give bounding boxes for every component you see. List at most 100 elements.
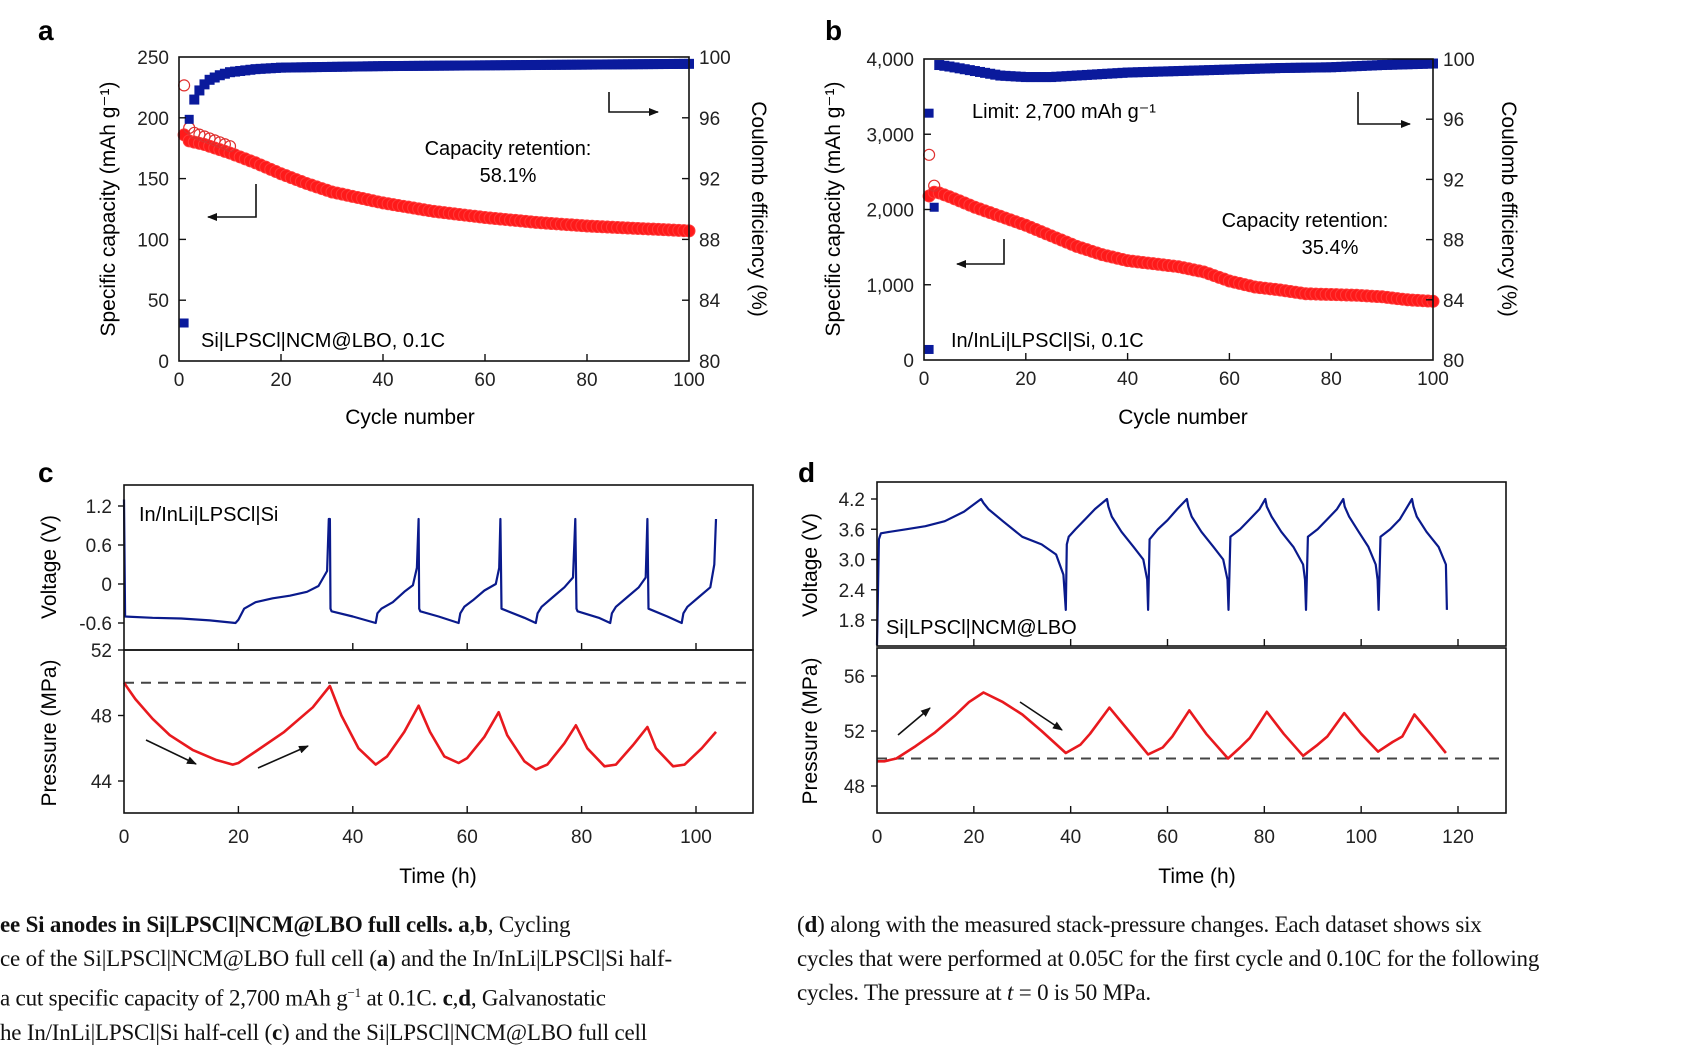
panel-b-ce-point	[1005, 71, 1016, 82]
panel-a-ce-point	[235, 65, 246, 76]
panel-a-ce-point	[286, 62, 297, 73]
panel-b-ce-point	[1249, 63, 1260, 74]
panel-b-ce-point	[1107, 68, 1118, 79]
panel-a-ce-point	[245, 64, 256, 75]
panel-b-ce-point	[954, 63, 965, 74]
panel-b-ce-point	[1137, 67, 1148, 78]
panel-b-y2-tick-label: 80	[1443, 351, 1464, 372]
panel-b-ce-point	[1076, 70, 1087, 81]
panel-d-x-tick-label: 20	[963, 827, 984, 848]
panel-b-cell-label: In/InLi|LPSCl|Si, 0.1C	[951, 330, 1144, 352]
panel-b-ce-point	[1071, 70, 1082, 81]
panel-a-ce-point	[434, 60, 445, 71]
panel-a-discharge-point	[223, 140, 237, 153]
panel-b-y2-tick-label: 96	[1443, 110, 1464, 131]
panel-a-y2-tick-label: 92	[699, 170, 720, 191]
panel-b-ce-point	[1407, 59, 1418, 70]
panel-b-ce-point	[1036, 72, 1047, 83]
panel-d-voltage-tick-label: 1.8	[839, 611, 865, 632]
panel-b-ce-point	[1356, 60, 1367, 71]
panel-b-ce-point	[1188, 65, 1199, 76]
panel-b-ce-point	[949, 62, 960, 73]
panel-b-ce-point	[1260, 63, 1271, 74]
panel-d-pressure-tick-label: 56	[844, 667, 865, 688]
caption-text: , Cycling	[487, 912, 571, 937]
panel-a-x-tick-label: 0	[174, 370, 185, 391]
panel-b-ce-point	[1310, 62, 1321, 73]
panel-c-x-axis-label: Time (h)	[399, 865, 476, 888]
panel-a-ce-point	[653, 59, 664, 70]
panel-d-x-axis-label: Time (h)	[1158, 865, 1235, 888]
panel-a-ce-point	[602, 59, 613, 70]
panel-a-ce-point	[587, 59, 598, 70]
panel-b-right-axis-arrow-icon	[1357, 92, 1411, 128]
panel-a-ce-point	[485, 60, 496, 71]
panel-b-ce-point	[1402, 59, 1413, 70]
panel-a-ce-point	[464, 60, 475, 71]
panel-b-ce-point	[1275, 63, 1286, 74]
panel-b-ce-point	[1366, 60, 1377, 71]
panel-b-y2-tick-label: 92	[1443, 170, 1464, 191]
panel-b-ce-point	[924, 108, 934, 118]
panel-a-ce-point	[668, 58, 679, 69]
panel-c-voltage-tick-label: -0.6	[79, 614, 112, 635]
panel-b-ce-point	[1097, 69, 1108, 80]
panel-b-ce-point	[1392, 59, 1403, 70]
panel-d-data	[875, 497, 1506, 763]
panel-a-ce-point	[423, 60, 434, 71]
panel-a-plot-frame	[178, 56, 690, 362]
panel-a-ce-point	[281, 62, 292, 73]
panel-a-ce-point	[398, 60, 409, 71]
panel-a-ce-point	[546, 59, 557, 70]
panel-a-ce-point	[551, 59, 562, 70]
panel-b-limit-label: Limit: 2,700 mAh g⁻¹	[972, 101, 1156, 123]
panel-a-ce-point	[561, 59, 572, 70]
panel-b-ce-point	[959, 64, 970, 75]
panel-d-chart: 0 20 40 60 80 100 120 4.2 3.6 3.0 2.4 1.8 56 52 48 Si|…	[799, 481, 1507, 888]
panel-b-y2-tick-label: 100	[1443, 50, 1475, 71]
panel-b-ce-point	[1132, 67, 1143, 78]
panel-a-ce-point	[648, 59, 659, 70]
panel-a-ce-point	[230, 66, 241, 77]
panel-a-ce-point	[296, 62, 307, 73]
panel-a-ce-point	[184, 114, 194, 124]
panel-b-ce-point	[1234, 64, 1245, 75]
panel-d-voltage-tick-label: 3.0	[839, 551, 865, 572]
panel-b-ce-point	[1321, 62, 1332, 73]
caption-text: (	[797, 912, 805, 937]
caption-text: d	[804, 912, 818, 937]
panel-a-ce-point	[566, 59, 577, 70]
panel-b-y2-tick-label: 88	[1443, 231, 1464, 252]
caption-text: ) along with the measured stack-pressure…	[817, 912, 1482, 937]
panel-b-ce-point	[1061, 71, 1072, 82]
panel-a-ce-point	[454, 60, 465, 71]
panel-d-pressure-curve	[877, 691, 1447, 763]
panel-b-ce-point	[995, 70, 1006, 81]
panel-b-y-tick-label: 1,000	[866, 276, 914, 297]
panel-a-retention-label: Capacity retention:	[425, 138, 592, 160]
panel-c-x-tick-label: 60	[457, 827, 478, 848]
panel-a-ce-point	[403, 60, 414, 71]
panel-b-ce-point	[969, 66, 980, 77]
panel-a-ce-point	[444, 60, 455, 71]
panel-b-left-axis-arrow-icon	[956, 239, 1005, 268]
panel-a-ce-point	[276, 62, 286, 73]
panel-a-ce-point	[597, 59, 608, 70]
panel-a-ce-point	[678, 58, 689, 69]
panel-a-ce-point	[378, 61, 388, 72]
panel-a-y2-tick-label: 84	[699, 291, 721, 312]
caption-text: c	[442, 985, 453, 1011]
panel-b-x-tick-label: 40	[1117, 369, 1138, 390]
panel-d-pressure-axis-label: Pressure (MPa)	[799, 657, 822, 804]
panel-b-ce-point	[1015, 71, 1026, 82]
panel-a-ce-point	[372, 61, 383, 72]
panel-b-ce-point	[1295, 62, 1306, 73]
panel-b-ce-point	[1148, 66, 1159, 77]
panel-d-pressure-tick-label: 52	[844, 722, 865, 743]
panel-a-ce-point	[316, 62, 327, 73]
panel-c-increase-arrow-icon	[257, 745, 309, 769]
panel-a-ce-point	[627, 59, 638, 70]
panel-a-ce-point	[612, 59, 623, 70]
panel-b-ce-point	[1127, 67, 1138, 78]
panel-b-discharge-point	[928, 179, 941, 192]
